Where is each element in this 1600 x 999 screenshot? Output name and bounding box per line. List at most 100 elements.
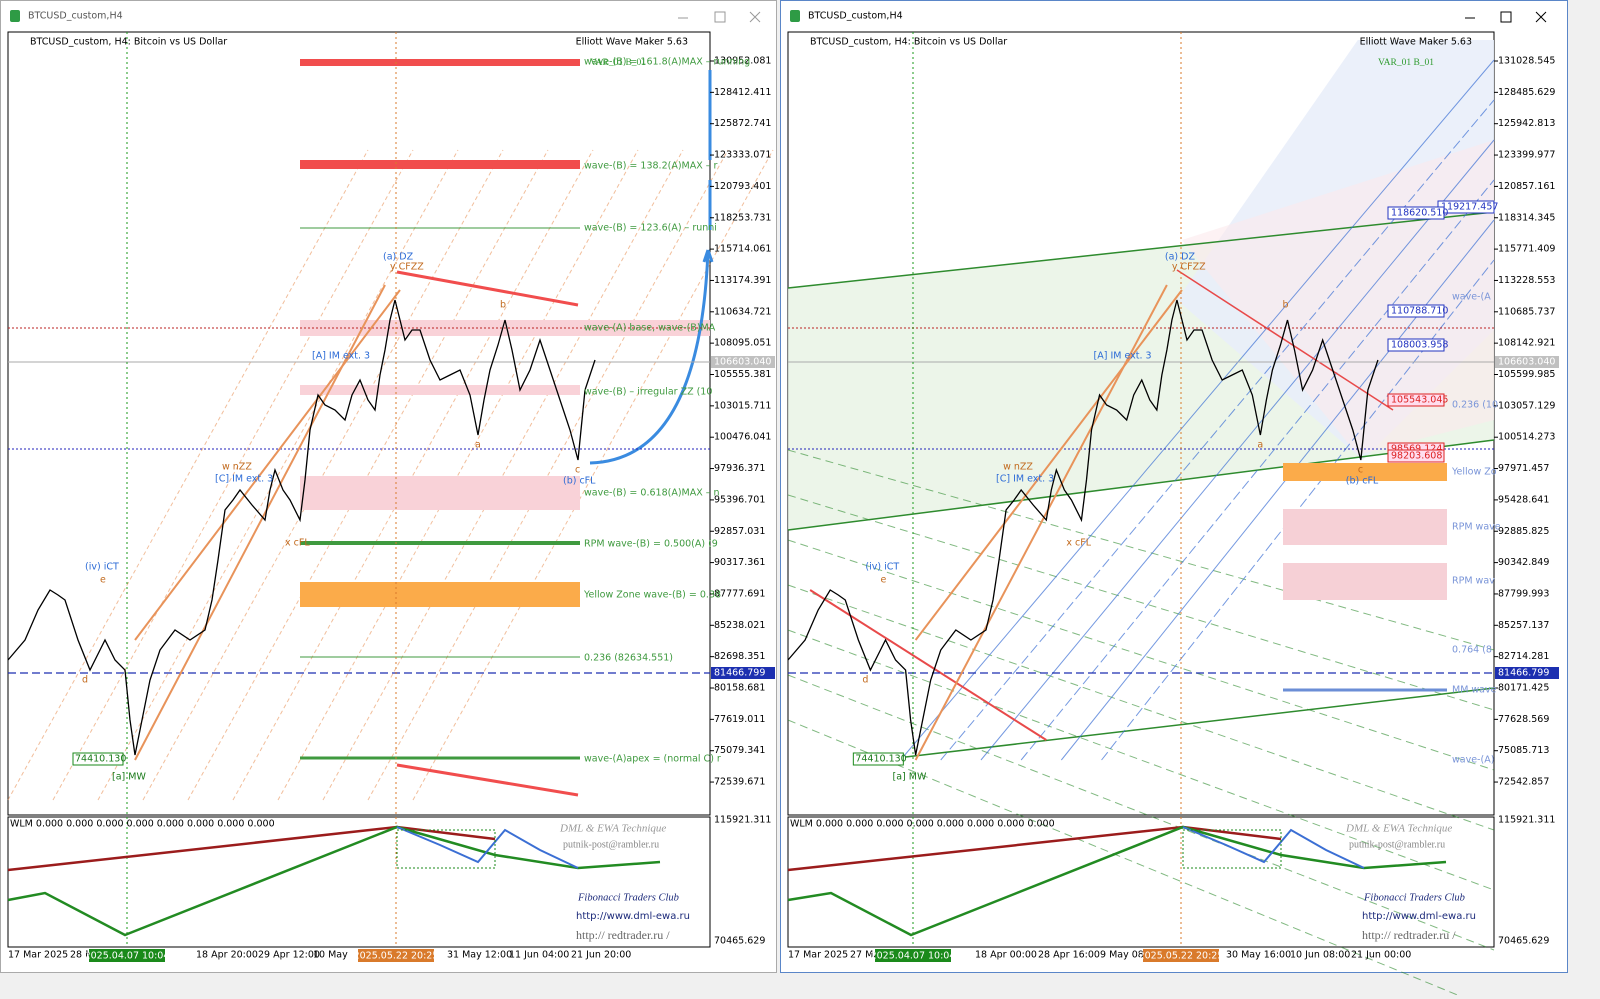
drawing bbox=[1283, 563, 1447, 600]
price-label: 130952.081 bbox=[714, 56, 771, 67]
date-label: 28 Apr 16:00 bbox=[1038, 950, 1100, 961]
wave-label: x cFL bbox=[1066, 538, 1091, 549]
credit-text: DML & EWA Technique bbox=[559, 823, 666, 835]
price-label: 80158.681 bbox=[714, 683, 765, 694]
wave-label: b bbox=[500, 300, 506, 311]
price-label: 113174.391 bbox=[714, 275, 771, 286]
price-label: 75079.341 bbox=[714, 745, 765, 756]
close-button[interactable] bbox=[749, 11, 761, 23]
drawing bbox=[787, 674, 1495, 951]
chart-header: BTCUSD_custom, H4: Bitcoin vs US Dollar bbox=[30, 37, 227, 48]
date-label: 29 Apr 12:00 bbox=[258, 950, 320, 961]
level-label: RPM wave-(B) = 0.500(A) (9 bbox=[584, 539, 718, 550]
drawing bbox=[412, 149, 774, 801]
price-label: 97936.371 bbox=[714, 463, 765, 474]
drawing bbox=[787, 211, 1495, 289]
wave-label: d bbox=[82, 675, 88, 686]
level-label: Yellow Zone wave-(B) = 0.38 bbox=[583, 590, 721, 601]
level-price-box bbox=[1495, 667, 1559, 679]
cursor-date-box bbox=[89, 949, 165, 962]
drawing bbox=[300, 476, 580, 510]
drawing bbox=[97, 149, 459, 801]
title-bar bbox=[781, 1, 1567, 31]
credit-text: http://www.dml-ewa.ru bbox=[1362, 911, 1476, 922]
date-label: 21 Jun 20:00 bbox=[571, 950, 631, 961]
drawing bbox=[980, 139, 1495, 761]
current-price-box bbox=[711, 356, 775, 368]
wave-label: [C] IM ext. 3 bbox=[996, 474, 1054, 485]
price-tag-box bbox=[72, 752, 124, 766]
price-box-label: 110788.710 bbox=[1391, 306, 1448, 317]
price-label: 95428.641 bbox=[1498, 494, 1549, 505]
date-label: 27 Ma bbox=[850, 950, 879, 961]
credit-text: http:// redtrader.ru / bbox=[1362, 928, 1456, 942]
level-label: RPM wave bbox=[1452, 522, 1501, 533]
date-label: 28 M bbox=[70, 950, 93, 961]
price-box bbox=[1387, 338, 1445, 352]
wave-label: w nZZ bbox=[222, 462, 252, 473]
maximize-button[interactable] bbox=[1500, 11, 1512, 23]
price-label: 113228.553 bbox=[1498, 275, 1555, 286]
price-label: 115714.061 bbox=[714, 244, 771, 255]
level-price-box bbox=[711, 667, 775, 679]
wave-label: (iv) iCT bbox=[865, 562, 899, 573]
price-label: 72539.671 bbox=[714, 777, 765, 788]
price-label: 90342.849 bbox=[1498, 557, 1549, 568]
drawing bbox=[914, 289, 1183, 641]
level-label: Yellow Zo bbox=[1451, 467, 1497, 478]
price-box-label: 108003.958 bbox=[1391, 340, 1448, 351]
date-label: 30 May 16:00 bbox=[1226, 950, 1291, 961]
date-label: 17 Mar 2025 bbox=[788, 950, 848, 961]
price-label: 125872.741 bbox=[714, 118, 771, 129]
drawing bbox=[367, 149, 729, 801]
drawing bbox=[1020, 179, 1495, 761]
wave-label: e bbox=[100, 575, 106, 586]
drawing bbox=[322, 149, 684, 801]
price-label: 77619.011 bbox=[714, 714, 765, 725]
drawing bbox=[277, 149, 639, 801]
window-icon bbox=[10, 10, 20, 22]
close-button[interactable] bbox=[1535, 11, 1547, 23]
price-label: 123399.977 bbox=[1498, 150, 1555, 161]
maximize-button[interactable] bbox=[714, 11, 726, 23]
level-label: MM wave bbox=[1452, 685, 1497, 696]
price-label: 108142.921 bbox=[1498, 338, 1555, 349]
price-label: 115771.409 bbox=[1498, 244, 1555, 255]
price-label: 103057.129 bbox=[1498, 400, 1555, 411]
price-label: 128485.629 bbox=[1498, 87, 1555, 98]
wlm-blue-line bbox=[1182, 826, 1365, 869]
price-label: 82698.351 bbox=[714, 651, 765, 662]
price-label: 120857.161 bbox=[1498, 181, 1555, 192]
drawing bbox=[300, 160, 580, 169]
price-box-label: 119217.457 bbox=[1441, 202, 1498, 213]
drawing bbox=[787, 494, 1495, 711]
drawing bbox=[787, 299, 1379, 756]
cursor-date: 2025.04.07 10:04 bbox=[871, 951, 956, 962]
date-label: 11 Jun 04:00 bbox=[509, 950, 569, 961]
event-date: 2025.05.22 20:25 bbox=[354, 951, 439, 962]
wave-label: (iv) iCT bbox=[85, 562, 119, 573]
variant-label: VAR_01 B_01 bbox=[1378, 58, 1434, 68]
price-box bbox=[1387, 206, 1445, 220]
price-label: 108095.051 bbox=[714, 338, 771, 349]
sub-window bbox=[7, 816, 711, 948]
drawing bbox=[187, 149, 549, 801]
level-price: 81466.799 bbox=[1498, 668, 1549, 679]
price-box-label: 105543.045 bbox=[1391, 395, 1448, 406]
credit-text: putnik-post@rambler.ru bbox=[563, 839, 659, 850]
indicator-name: Elliott Wave Maker 5.63 bbox=[1360, 37, 1472, 48]
drawing bbox=[7, 149, 369, 801]
price-label: 75085.713 bbox=[1498, 745, 1549, 756]
date-label: 9 May 08: bbox=[1100, 950, 1147, 961]
current-price: 106603.040 bbox=[1498, 357, 1555, 368]
credit-text: Fibonacci Traders Club bbox=[1363, 892, 1465, 903]
wlm-high: 115921.311 bbox=[1498, 815, 1555, 826]
price-label: 120793.401 bbox=[714, 181, 771, 192]
wave-label: [a] MW bbox=[893, 772, 927, 783]
credit-text: http:// redtrader.ru / bbox=[576, 928, 670, 942]
wave-label: c bbox=[575, 465, 580, 476]
current-price-box bbox=[1495, 356, 1559, 368]
current-price: 106603.040 bbox=[714, 357, 771, 368]
window-icon bbox=[790, 10, 800, 22]
